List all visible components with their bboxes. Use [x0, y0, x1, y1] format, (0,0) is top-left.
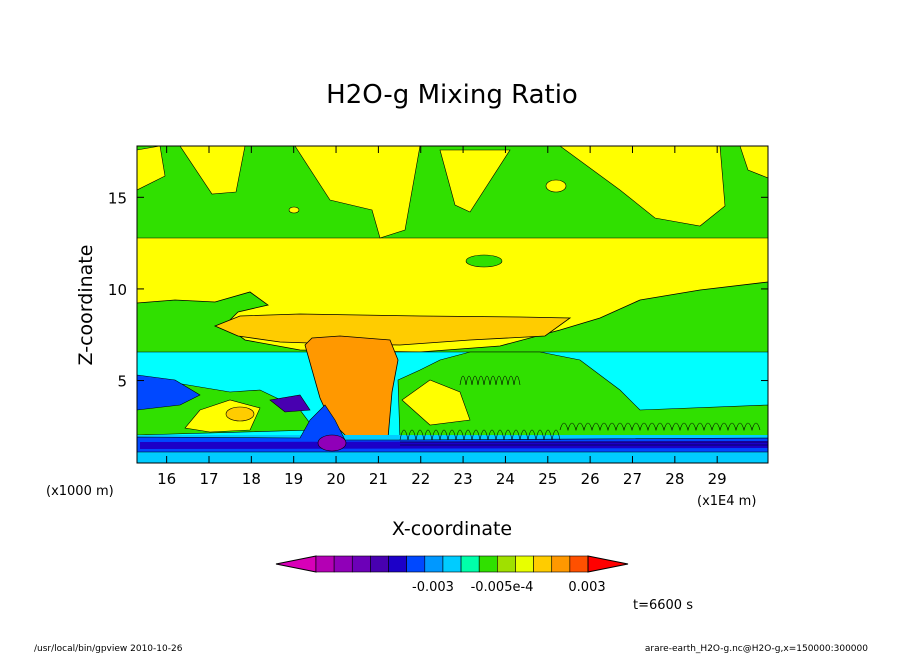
- colorbar-swatch: [551, 555, 571, 573]
- y-axis: 5 10 15: [108, 189, 768, 391]
- x-tick-label: 22: [411, 470, 430, 488]
- y-tick-label: 15: [108, 189, 127, 207]
- chart-title: H2O-g Mixing Ratio: [326, 80, 578, 110]
- colorbar-arrow-high: [587, 555, 629, 573]
- y-tick-label: 5: [117, 373, 127, 391]
- x-tick-label: 25: [538, 470, 557, 488]
- colorbar-arrow-low: [275, 555, 317, 573]
- x-tick-label: 20: [326, 470, 345, 488]
- x-unit-left: (x1000 m): [46, 484, 114, 499]
- x-tick-label: 19: [284, 470, 303, 488]
- colorbar-label-mid: -0.005e-4: [471, 580, 534, 595]
- colorbar-swatch: [515, 555, 534, 573]
- x-tick-label: 27: [623, 470, 642, 488]
- x-tick-label: 23: [454, 470, 473, 488]
- footer-left: /usr/local/bin/gpview 2010-10-26: [34, 644, 183, 654]
- time-label: t=6600 s: [633, 598, 693, 613]
- colorbar-label-high: 0.003: [568, 580, 605, 595]
- colorbar-swatch: [333, 555, 353, 573]
- colorbar-swatch: [442, 555, 462, 573]
- colorbar-swatch: [497, 555, 516, 573]
- colorbar-swatch: [406, 555, 426, 573]
- colorbar-swatch: [460, 555, 480, 573]
- x-axis: 16 17 18 19 20 21 22 23 24 25 26 27 28 29: [157, 146, 727, 488]
- plot-frame: [136, 145, 769, 464]
- y-axis-label: Z-coordinate: [75, 245, 97, 366]
- colorbar-swatch: [388, 555, 407, 573]
- x-tick-label: 29: [708, 470, 727, 488]
- colorbar-swatch: [569, 555, 589, 573]
- x-tick-label: 17: [199, 470, 218, 488]
- colorbar-label-low: -0.003: [412, 580, 454, 595]
- colorbar-swatch: [478, 555, 498, 573]
- y-tick-label: 10: [108, 281, 127, 299]
- colorbar-swatch: [351, 555, 371, 573]
- x-unit-right: (x1E4 m): [697, 494, 756, 509]
- x-tick-label: 26: [581, 470, 600, 488]
- x-tick-label: 28: [665, 470, 684, 488]
- contour-field: [137, 146, 768, 463]
- x-tick-label: 16: [157, 470, 176, 488]
- colorbar-swatch: [533, 555, 553, 573]
- x-axis-label: X-coordinate: [392, 518, 512, 540]
- colorbar-swatch: [315, 555, 335, 573]
- x-tick-label: 21: [369, 470, 388, 488]
- colorbar: [275, 555, 629, 573]
- footer-right: arare-earth_H2O-g.nc@H2O-g,x=150000:3000…: [645, 644, 868, 654]
- x-tick-label: 18: [242, 470, 261, 488]
- colorbar-swatch: [370, 555, 389, 573]
- x-tick-label: 24: [496, 470, 515, 488]
- colorbar-swatch: [424, 555, 444, 573]
